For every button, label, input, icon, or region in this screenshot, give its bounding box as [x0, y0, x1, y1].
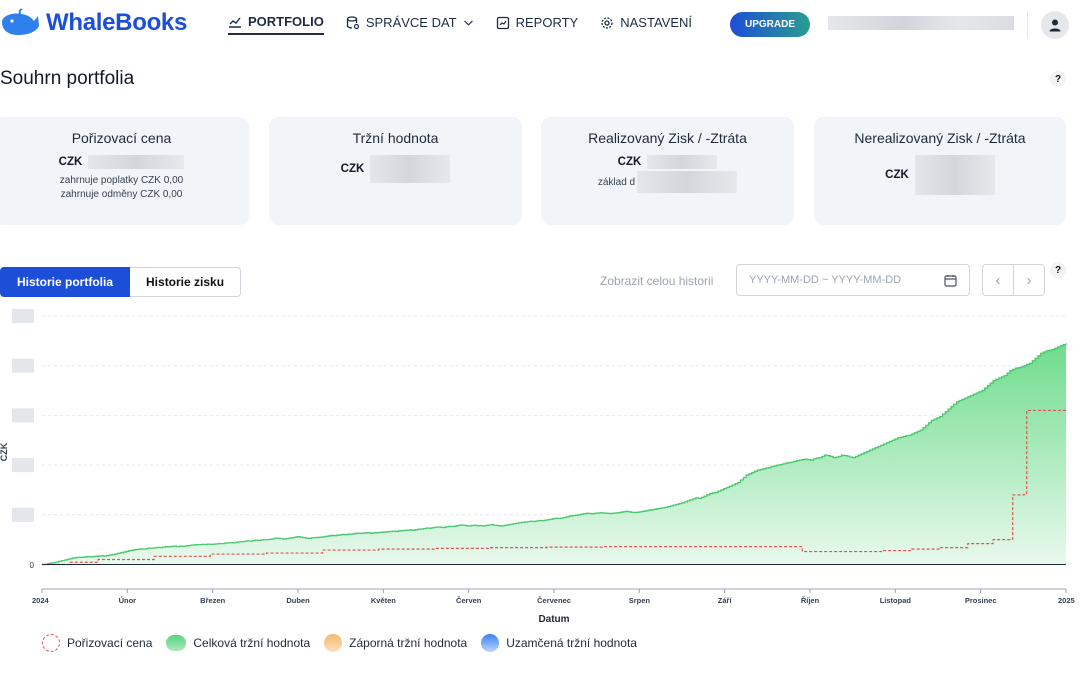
currency-label: CZK [617, 156, 642, 168]
y-tick-redacted [12, 408, 34, 423]
date-range-placeholder: YYYY-MM-DD ~ YYYY-MM-DD [749, 274, 902, 286]
y-tick-redacted [12, 507, 34, 522]
nav-settings-label: NASTAVENÍ [620, 15, 692, 30]
x-tick-label: Prosinec [965, 596, 997, 605]
nav-data-manager[interactable]: SPRÁVCE DAT [346, 14, 474, 35]
nav-portfolio[interactable]: PORTFOLIO [228, 14, 324, 35]
redacted-value [88, 155, 185, 169]
date-pager: ‹ › [982, 264, 1045, 296]
legend-label: Záporná tržní hodnota [349, 636, 468, 650]
redacted-value [914, 155, 995, 195]
card-market-value: Tržní hodnota CZK [269, 117, 522, 225]
help-icon[interactable]: ? [1050, 71, 1066, 87]
gear-icon [601, 16, 613, 29]
legend-label: Uzamčená tržní hodnota [506, 636, 637, 650]
database-icon [346, 15, 359, 29]
x-tick-label: Duben [286, 596, 310, 605]
legend-item-locked-value[interactable]: Uzamčená tržní hodnota [481, 634, 637, 652]
legend-item-negative-value[interactable]: Záporná tržní hodnota [324, 634, 467, 652]
divider [1027, 12, 1028, 38]
tab-profit-history[interactable]: Historie zisku [130, 267, 242, 297]
x-tick-label: Říjen [801, 596, 820, 605]
market-value-area [42, 343, 1066, 565]
page-title: Souhrn portfolia [0, 68, 135, 89]
nav-portfolio-label: PORTFOLIO [248, 14, 324, 29]
redacted-value [637, 171, 738, 193]
chart-legend: Pořizovací cena Celková tržní hodnota Zá… [42, 634, 637, 652]
x-tick-label: Únor [119, 596, 137, 605]
report-icon [496, 16, 509, 29]
currency-label: CZK [885, 169, 909, 181]
y-tick-redacted [12, 458, 34, 473]
x-tick-label: Březen [200, 596, 225, 605]
legend-label: Celková tržní hodnota [193, 636, 311, 650]
card-title: Pořizovací cena [71, 130, 172, 146]
legend-swatch [481, 634, 500, 652]
calendar-icon [944, 274, 957, 287]
x-tick-label: Srpen [629, 596, 651, 605]
x-tick-label: 2024 [32, 596, 50, 605]
account-info-redacted [828, 16, 1014, 30]
upgrade-button[interactable]: UPGRADE [730, 12, 810, 37]
prev-button[interactable]: ‹ [983, 265, 1014, 295]
card-realized-pl: Realizovaný Zisk / -Ztráta CZK základ d [541, 117, 794, 225]
currency-label: CZK [340, 163, 365, 175]
next-button[interactable]: › [1026, 271, 1032, 289]
tab-portfolio-history[interactable]: Historie portfolia [0, 267, 131, 297]
card-value: CZK [541, 155, 794, 169]
date-range-input[interactable]: YYYY-MM-DD ~ YYYY-MM-DD [736, 264, 970, 296]
nav-reports[interactable]: REPORTY [496, 14, 579, 35]
card-sub-basis: základ d [541, 171, 794, 193]
chart-help-icon[interactable]: ? [1050, 262, 1066, 278]
x-tick-label: Listopad [880, 596, 912, 605]
logo[interactable]: WhaleBooks [0, 8, 187, 38]
redacted-value [647, 155, 718, 169]
chevron-down-icon [463, 20, 473, 26]
app-name: WhaleBooks [46, 9, 188, 36]
card-sub-fees: zahrnuje poplatky CZK 0,00 [59, 175, 184, 186]
card-value: CZK [814, 155, 1066, 195]
top-navbar: WhaleBooks PORTFOLIO SPRÁVCE DAT REPORTY… [0, 0, 1080, 50]
x-axis-label: Datum [538, 614, 569, 625]
legend-swatch [42, 634, 60, 652]
y-axis-label: CZK [0, 442, 9, 461]
legend-item-market-value[interactable]: Celková tržní hodnota [166, 635, 310, 651]
legend-item-cost[interactable]: Pořizovací cena [42, 634, 152, 652]
card-cost-basis: Pořizovací cena CZK zahrnuje poplatky CZ… [0, 117, 249, 225]
user-icon [1049, 19, 1061, 32]
card-title: Nerealizovaný Zisk / -Ztráta [854, 130, 1026, 146]
avatar[interactable] [1041, 11, 1069, 39]
chart-tabs: Historie portfolia Historie zisku [0, 267, 242, 297]
whale-icon [2, 8, 39, 36]
show-full-history-link[interactable]: Zobrazit celou historii [600, 274, 714, 288]
x-tick-label: Červen [456, 596, 482, 605]
legend-label: Pořizovací cena [67, 636, 153, 650]
nav-reports-label: REPORTY [515, 15, 579, 30]
card-title: Realizovaný Zisk / -Ztráta [588, 130, 747, 146]
card-sub-rewards: zahrnuje odměny CZK 0,00 [60, 189, 183, 200]
card-value: CZK [269, 155, 522, 183]
redacted-value [370, 155, 451, 183]
chart-line-icon [229, 17, 241, 28]
currency-label: CZK [58, 156, 83, 168]
x-tick-label: Září [718, 596, 733, 605]
x-tick-label: Červenec [537, 596, 571, 605]
main-nav: PORTFOLIO SPRÁVCE DAT REPORTY NASTAVENÍ [228, 14, 692, 35]
legend-swatch [324, 634, 343, 652]
x-tick-label: Květen [371, 596, 396, 605]
legend-swatch [166, 635, 187, 651]
portfolio-history-chart: 0 CZK 2024 Únor Březen Duben Květen Červen Čer… [0, 309, 1075, 625]
nav-settings[interactable]: NASTAVENÍ [600, 14, 692, 35]
y-tick-label: 0 [30, 561, 35, 570]
card-value: CZK [0, 155, 249, 169]
card-title: Tržní hodnota [352, 130, 439, 146]
x-tick-label: 2025 [1058, 596, 1075, 605]
card-unrealized-pl: Nerealizovaný Zisk / -Ztráta CZK [814, 117, 1066, 225]
market-value-line [42, 343, 1067, 566]
y-tick-redacted [12, 309, 34, 323]
y-tick-redacted [12, 358, 34, 373]
nav-data-manager-label: SPRÁVCE DAT [365, 15, 457, 30]
card-sub-basis-label: základ d [597, 176, 636, 188]
